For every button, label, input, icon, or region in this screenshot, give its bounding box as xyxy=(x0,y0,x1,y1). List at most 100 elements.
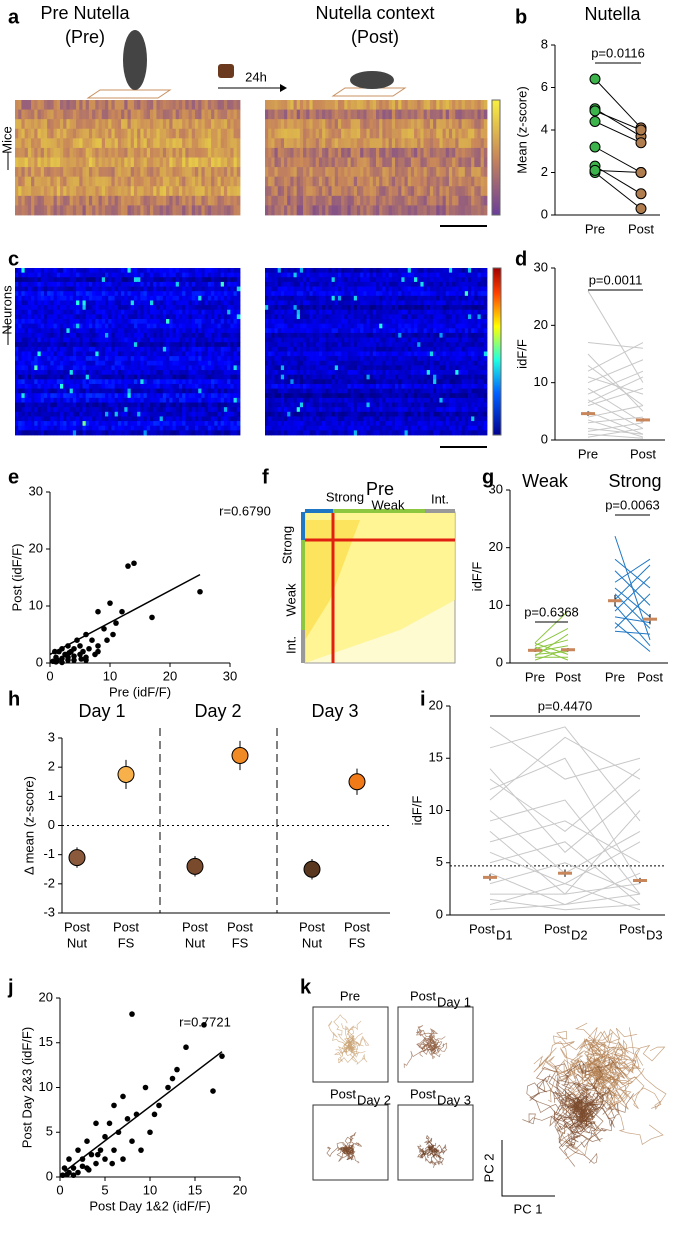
heatmap-cell xyxy=(76,384,80,389)
heatmap-cell xyxy=(458,205,462,215)
heatmap-cell xyxy=(205,148,209,158)
heatmap-cell xyxy=(284,268,288,273)
heatmap-cell xyxy=(118,138,122,148)
heatmap-cell xyxy=(198,310,202,315)
heatmap-cell xyxy=(201,167,205,177)
heatmap-cell xyxy=(230,314,234,319)
heatmap-cell xyxy=(34,342,38,347)
heatmap-cell xyxy=(477,291,481,296)
heatmap-cell xyxy=(115,314,119,319)
heatmap-cell xyxy=(79,412,83,417)
heatmap-cell xyxy=(128,196,132,206)
heatmap-cell xyxy=(290,268,294,273)
heatmap-cell xyxy=(332,314,336,319)
heatmap-cell xyxy=(408,300,412,305)
heatmap-cell xyxy=(389,129,393,139)
heatmap-cell xyxy=(179,370,183,375)
heatmap-cell xyxy=(18,416,22,421)
heatmap-cell xyxy=(211,430,215,435)
heatmap-cell xyxy=(360,186,364,196)
heatmap-cell xyxy=(376,268,380,273)
heatmap-cell xyxy=(189,398,193,403)
heatmap-cell xyxy=(192,119,196,129)
heatmap-cell xyxy=(99,328,103,333)
heatmap-cell xyxy=(227,333,231,338)
heatmap-cell xyxy=(449,186,453,196)
heatmap-cell xyxy=(57,403,61,408)
heatmap-cell xyxy=(73,412,77,417)
heatmap-cell xyxy=(173,186,177,196)
heatmap-cell xyxy=(83,305,87,310)
heatmap-cell xyxy=(15,158,19,168)
heatmap-cell xyxy=(79,430,83,435)
heatmap-cell xyxy=(195,421,199,426)
heatmap-cell xyxy=(205,328,209,333)
heatmap-cell xyxy=(465,186,469,196)
heatmap-cell xyxy=(218,186,222,196)
heatmap-cell xyxy=(140,333,144,338)
heatmap-cell xyxy=(328,119,332,129)
heatmap-cell xyxy=(66,324,70,329)
heatmap-cell xyxy=(370,129,374,139)
heatmap-cell xyxy=(115,379,119,384)
heatmap-cell xyxy=(332,282,336,287)
heatmap-cell xyxy=(156,407,160,412)
heatmap-cell xyxy=(34,282,38,287)
heatmap-cell xyxy=(427,205,431,215)
heatmap-cell xyxy=(176,430,180,435)
heatmap-cell xyxy=(452,158,456,168)
heatmap-cell xyxy=(163,296,167,301)
heatmap-cell xyxy=(147,407,151,412)
heatmap-cell xyxy=(474,138,478,148)
heatmap-cell xyxy=(335,273,339,278)
heatmap-cell xyxy=(38,412,42,417)
heatmap-cell xyxy=(153,398,157,403)
heatmap-cell xyxy=(83,361,87,366)
heatmap-cell xyxy=(134,430,138,435)
heatmap-cell xyxy=(60,375,64,380)
heatmap-cell xyxy=(386,296,390,301)
heatmap-cell xyxy=(443,287,447,292)
heatmap-cell xyxy=(221,138,225,148)
heatmap-cell xyxy=(57,328,61,333)
heatmap-cell xyxy=(79,333,83,338)
heatmap-cell xyxy=(163,300,167,305)
heatmap-cell xyxy=(379,100,383,110)
heatmap-cell xyxy=(265,296,269,301)
heatmap-cell xyxy=(44,333,48,338)
heatmap-cell xyxy=(351,273,355,278)
heatmap-cell xyxy=(201,305,205,310)
heatmap-cell xyxy=(195,110,199,120)
heatmap-cell xyxy=(131,328,135,333)
heatmap-cell xyxy=(389,273,393,278)
heatmap-cell xyxy=(211,389,215,394)
heatmap-cell xyxy=(76,398,80,403)
heatmap-cell xyxy=(335,287,339,292)
heatmap-cell xyxy=(86,273,90,278)
heatmap-cell xyxy=(44,119,48,129)
heatmap-cell xyxy=(163,119,167,129)
heatmap-cell xyxy=(15,398,19,403)
heatmap-cell xyxy=(195,205,199,215)
heatmap-cell xyxy=(70,361,74,366)
heatmap-cell xyxy=(83,310,87,315)
heatmap-cell xyxy=(462,100,466,110)
heatmap-cell xyxy=(118,347,122,352)
heatmap-cell xyxy=(411,148,415,158)
heatmap-cell xyxy=(234,403,238,408)
heatmap-cell xyxy=(297,148,301,158)
heatmap-cell xyxy=(41,389,45,394)
heatmap-cell xyxy=(70,277,74,282)
heatmap-cell xyxy=(405,287,409,292)
heatmap-cell xyxy=(131,177,135,187)
heatmap-cell xyxy=(268,314,272,319)
heatmap-cell xyxy=(347,268,351,273)
heatmap-cell xyxy=(150,129,154,139)
heatmap-cell xyxy=(166,361,170,366)
heatmap-cell xyxy=(44,205,48,215)
heatmap-cell xyxy=(54,384,58,389)
heatmap-cell xyxy=(462,205,466,215)
heatmap-cell xyxy=(287,287,291,292)
heatmap-cell xyxy=(300,205,304,215)
heatmap-cell xyxy=(83,205,87,215)
